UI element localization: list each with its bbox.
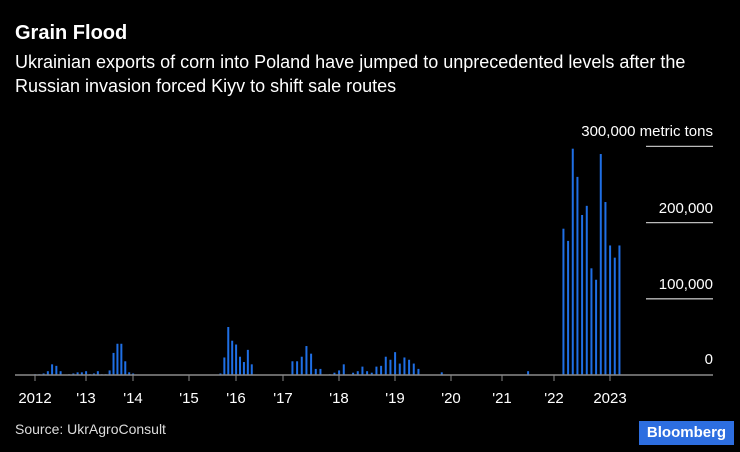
bar (595, 279, 598, 375)
bar (380, 365, 383, 375)
y-tick-label: 100,000 (659, 276, 713, 293)
bar (412, 363, 415, 375)
chart-title: Grain Flood (15, 22, 128, 44)
bar (356, 371, 359, 375)
bar (599, 154, 602, 375)
x-tick-label: 2023 (593, 390, 626, 407)
y-tick-label: 300,000 metric tons (581, 123, 713, 140)
x-tick-label: '14 (123, 390, 143, 407)
bar (590, 268, 593, 375)
bar (296, 361, 299, 375)
bar (96, 371, 99, 375)
bar (366, 371, 369, 375)
bar (59, 371, 62, 375)
x-tick-label: '21 (492, 390, 512, 407)
x-tick-label: '20 (441, 390, 461, 407)
bar (408, 359, 411, 375)
x-tick-label: '19 (385, 390, 405, 407)
bar (116, 343, 119, 375)
bar (609, 245, 612, 375)
bar (567, 240, 570, 375)
bar (55, 365, 58, 375)
bar (613, 257, 616, 375)
bar (604, 202, 607, 375)
bar (235, 344, 238, 375)
bar (375, 366, 378, 375)
bar (46, 371, 49, 375)
bar (562, 228, 565, 375)
bar (398, 363, 401, 375)
x-tick-label: '15 (179, 390, 199, 407)
source-note: Source: UkrAgroConsult (15, 421, 166, 437)
bar (440, 372, 443, 375)
bar (394, 352, 397, 375)
bar (242, 362, 245, 375)
bar (417, 368, 420, 375)
bar (384, 356, 387, 375)
x-tick-label: '18 (329, 390, 349, 407)
bar (305, 346, 308, 375)
bar (239, 356, 242, 375)
bar (223, 357, 226, 375)
bar (389, 359, 392, 375)
bar (132, 373, 135, 375)
bar (80, 372, 83, 375)
bar (581, 214, 584, 375)
x-tick-label: '16 (226, 390, 246, 407)
bar (85, 371, 88, 375)
bar (333, 372, 336, 375)
bar (618, 245, 621, 375)
bar (403, 357, 406, 375)
y-tick-label: 200,000 (659, 200, 713, 217)
bar (250, 364, 253, 375)
bar (120, 343, 123, 375)
bar (124, 361, 127, 375)
bar (72, 373, 75, 375)
x-tick-label: '17 (273, 390, 293, 407)
bar (291, 361, 294, 375)
bar (361, 366, 364, 375)
bar (314, 368, 317, 375)
bar (108, 370, 111, 375)
x-tick-label: '13 (76, 390, 96, 407)
bar (338, 370, 341, 375)
x-tick-label: 2012 (18, 390, 51, 407)
chart-subtitle: Ukrainian exports of corn into Poland ha… (15, 52, 686, 96)
bloomberg-logo: Bloomberg (639, 421, 734, 445)
bar (576, 176, 579, 375)
bar (585, 205, 588, 375)
bar (571, 148, 574, 375)
bar (227, 326, 230, 375)
bar (370, 372, 373, 375)
bar (300, 356, 303, 375)
bar (231, 340, 234, 375)
x-tick-label: '22 (544, 390, 564, 407)
bar (112, 352, 115, 375)
bar (352, 372, 355, 375)
bar (246, 349, 249, 375)
bar (51, 364, 54, 375)
bar (319, 368, 322, 375)
bar (310, 353, 313, 375)
bar (219, 373, 222, 375)
bar (76, 372, 79, 375)
y-tick-label: 0 (705, 351, 713, 368)
bar (527, 371, 530, 375)
bar (128, 372, 131, 375)
bar (342, 364, 345, 375)
bar (42, 373, 45, 375)
bar (92, 373, 95, 375)
